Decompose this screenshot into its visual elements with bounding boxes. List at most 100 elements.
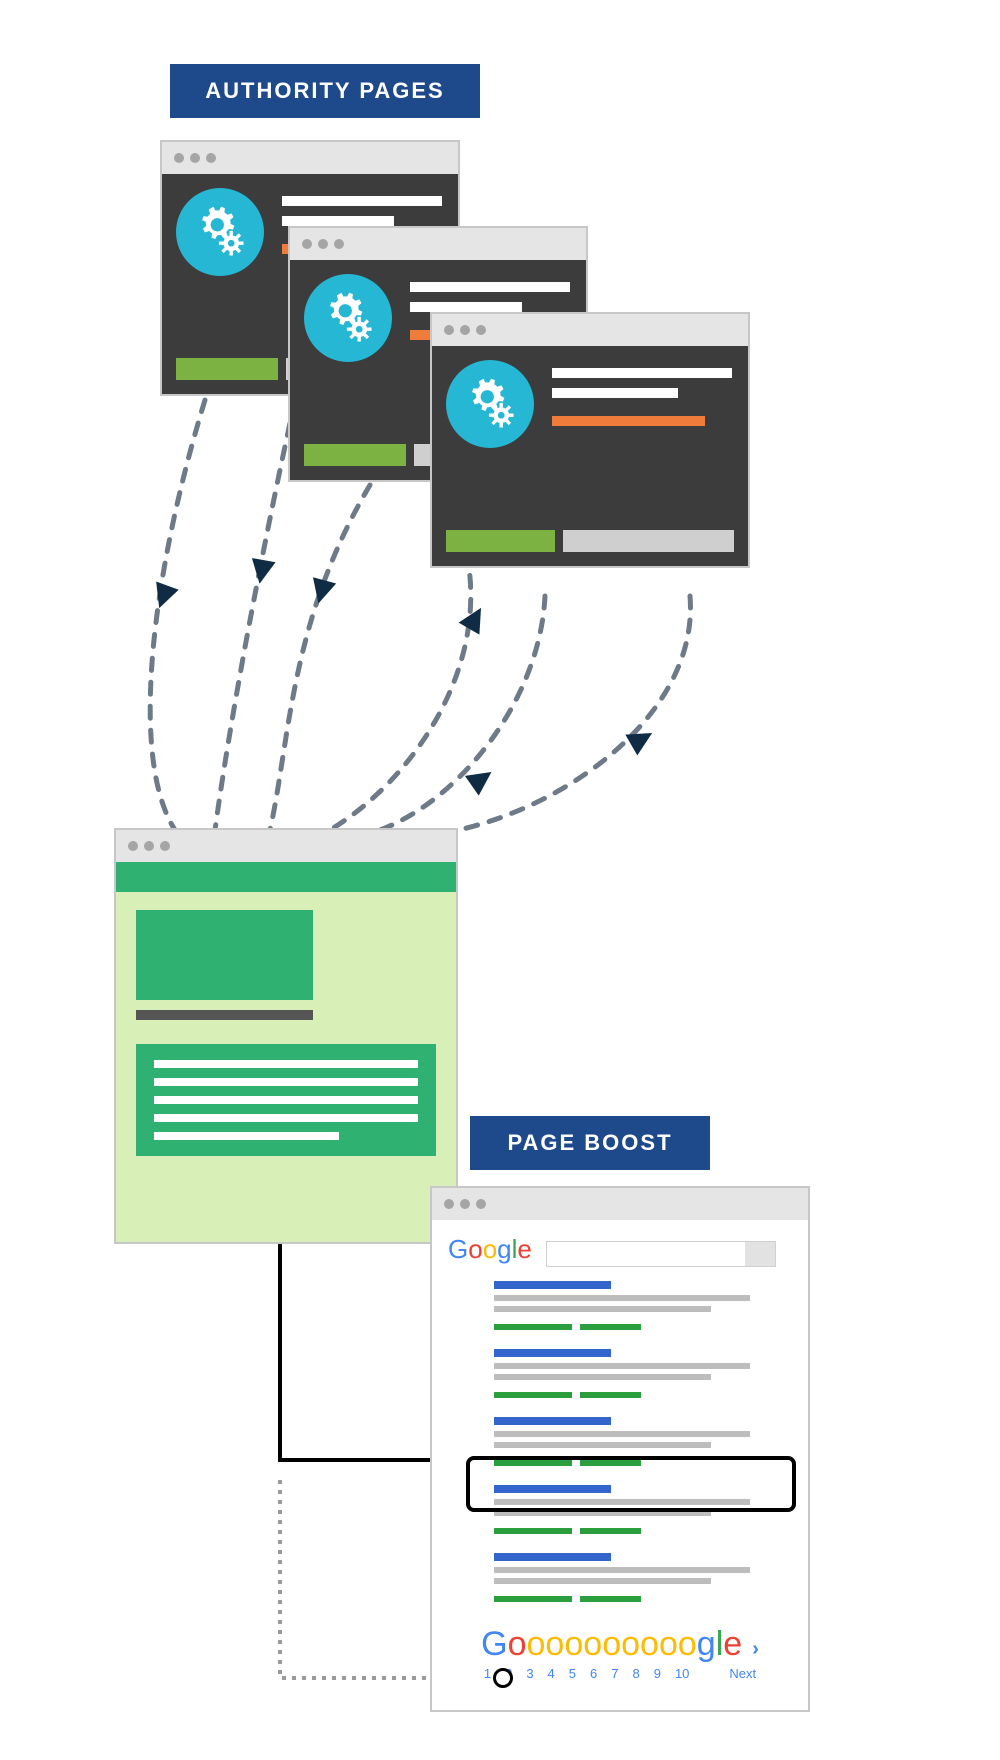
- result-desc-bar: [494, 1363, 750, 1369]
- logo-letter: o: [468, 1234, 482, 1265]
- result-url-bar: [494, 1392, 572, 1398]
- google-logo-icon: Google: [448, 1234, 532, 1265]
- logo-letter: g: [497, 1234, 511, 1265]
- label-authority-pages: AUTHORITY PAGES: [170, 64, 480, 118]
- pager-logo-letter: o: [621, 1625, 640, 1663]
- label-authority-text: AUTHORITY PAGES: [205, 78, 444, 103]
- titlebar: [432, 314, 748, 346]
- window-dot-icon: [174, 153, 184, 163]
- pager-number: 3: [526, 1666, 533, 1681]
- auth-text-lines: [552, 368, 732, 426]
- text-line: [552, 388, 678, 398]
- pager-logo-icon: Goooooooooogle: [481, 1625, 742, 1664]
- pager-number: 5: [569, 1666, 576, 1681]
- titlebar: [290, 228, 586, 260]
- window-dot-icon: [476, 1199, 486, 1209]
- text-line: [154, 1060, 418, 1068]
- pager-number: 10: [675, 1666, 689, 1681]
- pager-next-arrow-icon: ›: [752, 1638, 759, 1661]
- serp-window: Google Goooooooooogle › 123456789: [430, 1186, 810, 1712]
- auth-body: [432, 346, 748, 566]
- titlebar: [116, 830, 456, 862]
- gears-icon: [304, 274, 392, 362]
- window-dot-icon: [444, 325, 454, 335]
- window-dot-icon: [128, 841, 138, 851]
- auth-footer-bars: [446, 530, 734, 552]
- text-line: [552, 368, 732, 378]
- footer-bar: [176, 358, 278, 380]
- pager-logo-letter: o: [640, 1625, 659, 1663]
- pager-logo-letter: e: [723, 1625, 742, 1663]
- serp-result: [494, 1553, 772, 1607]
- gears-icon: [446, 360, 534, 448]
- green-target-page: [114, 828, 458, 1244]
- green-textblock: [136, 1044, 436, 1156]
- text-line: [282, 196, 442, 206]
- result-url-bar: [494, 1596, 572, 1602]
- text-line: [282, 216, 394, 226]
- result-desc-bar: [494, 1306, 711, 1312]
- green-hero-block: [136, 910, 313, 1000]
- pager-number: 4: [548, 1666, 555, 1681]
- result-title-bar: [494, 1553, 611, 1561]
- text-line: [410, 282, 570, 292]
- text-line: [154, 1132, 339, 1140]
- label-boost-text: PAGE BOOST: [507, 1130, 672, 1155]
- result-desc-bar: [494, 1374, 711, 1380]
- pager-logo-letter: o: [659, 1625, 678, 1663]
- text-line: [154, 1078, 418, 1086]
- serp-body: Google Goooooooooogle › 123456789: [432, 1220, 808, 1710]
- pager-logo-letter: o: [583, 1625, 602, 1663]
- result-url-bar: [494, 1528, 572, 1534]
- window-dot-icon: [476, 325, 486, 335]
- serp-result: [494, 1281, 772, 1335]
- window-dot-icon: [334, 239, 344, 249]
- text-line: [552, 416, 705, 426]
- serp-result: [494, 1349, 772, 1403]
- label-page-boost: PAGE BOOST: [470, 1116, 710, 1170]
- logo-letter: e: [517, 1234, 531, 1265]
- result-url-bar: [580, 1528, 641, 1534]
- pager-logo-letter: o: [678, 1625, 697, 1663]
- result-url-bar: [494, 1324, 572, 1330]
- window-dot-icon: [160, 841, 170, 851]
- result-url-bar: [580, 1392, 641, 1398]
- serp-results: [448, 1281, 792, 1607]
- footer-bar: [446, 530, 555, 552]
- pager-number: 1: [484, 1666, 491, 1681]
- authority-page-window: [430, 312, 750, 568]
- pager-logo-letter: G: [481, 1625, 507, 1663]
- text-line: [410, 302, 522, 312]
- pager-next-label: Next: [729, 1666, 756, 1681]
- result-desc-bar: [494, 1567, 750, 1573]
- result-title-bar: [494, 1281, 611, 1289]
- pager-logo-letter: g: [697, 1625, 716, 1663]
- pager-logo-letter: o: [545, 1625, 564, 1663]
- logo-letter: o: [483, 1234, 497, 1265]
- window-dot-icon: [190, 153, 200, 163]
- window-dot-icon: [144, 841, 154, 851]
- footer-bar: [304, 444, 406, 466]
- pager-number: 6: [590, 1666, 597, 1681]
- green-underline: [136, 1010, 313, 1020]
- result-desc-bar: [494, 1442, 711, 1448]
- pager-logo-letter: o: [508, 1625, 527, 1663]
- pager-number: 7: [611, 1666, 618, 1681]
- result-desc-bar: [494, 1578, 711, 1584]
- green-body: [116, 862, 456, 1242]
- pager-highlight-circle-icon: [493, 1668, 513, 1688]
- footer-bar: [563, 530, 734, 552]
- window-dot-icon: [460, 1199, 470, 1209]
- search-bar: [546, 1241, 776, 1267]
- serp-pager-logo: Goooooooooogle ›: [448, 1625, 792, 1664]
- pager-logo-letter: o: [564, 1625, 583, 1663]
- pager-logo-letter: o: [527, 1625, 546, 1663]
- result-title-bar: [494, 1417, 611, 1425]
- result-url-bar: [580, 1324, 641, 1330]
- logo-letter: G: [448, 1234, 468, 1265]
- green-topbar: [116, 862, 456, 892]
- result-desc-bar: [494, 1295, 750, 1301]
- window-dot-icon: [206, 153, 216, 163]
- pager-logo-letter: o: [602, 1625, 621, 1663]
- text-line: [154, 1114, 418, 1122]
